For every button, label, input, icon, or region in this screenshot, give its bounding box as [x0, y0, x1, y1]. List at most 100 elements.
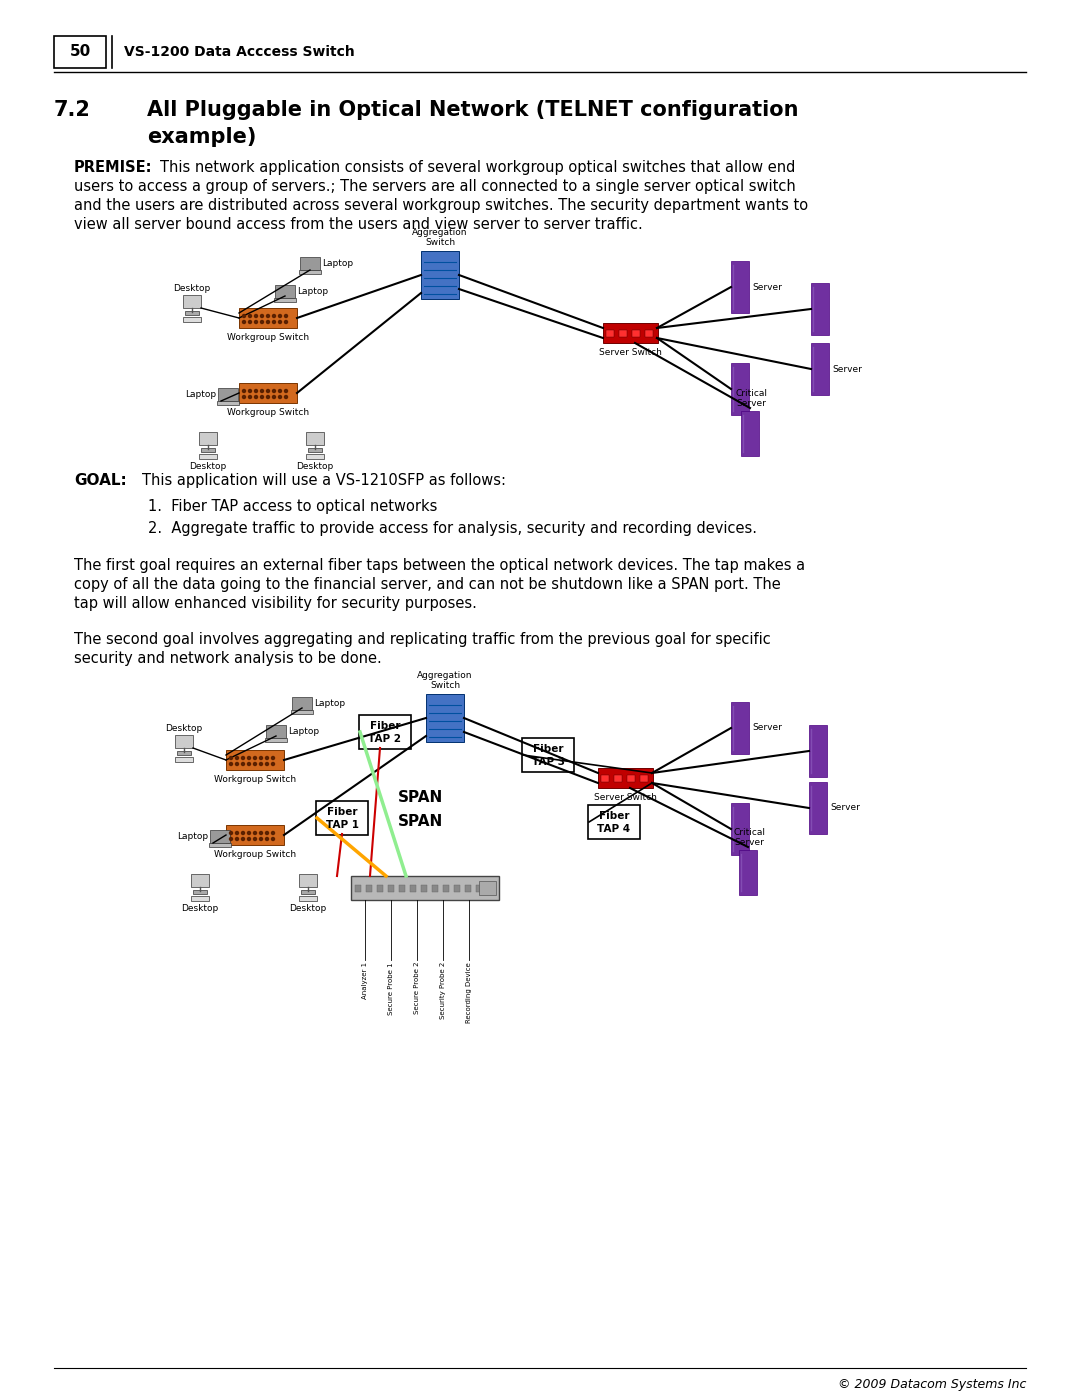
- Circle shape: [260, 390, 264, 393]
- Circle shape: [272, 320, 275, 324]
- FancyBboxPatch shape: [191, 875, 210, 887]
- Circle shape: [279, 314, 282, 317]
- Text: Server: Server: [831, 803, 860, 813]
- Text: Workgroup Switch: Workgroup Switch: [227, 332, 309, 342]
- Circle shape: [229, 831, 232, 834]
- FancyBboxPatch shape: [399, 886, 405, 893]
- Circle shape: [271, 763, 274, 766]
- FancyBboxPatch shape: [432, 886, 438, 893]
- FancyBboxPatch shape: [739, 849, 757, 895]
- Text: GOAL:: GOAL:: [75, 474, 126, 488]
- Text: Recording Device: Recording Device: [465, 963, 472, 1023]
- FancyBboxPatch shape: [421, 886, 427, 893]
- Text: TAP 4: TAP 4: [597, 824, 631, 834]
- Text: Desktop: Desktop: [289, 904, 326, 914]
- Text: Fiber: Fiber: [327, 807, 357, 817]
- FancyBboxPatch shape: [731, 803, 750, 855]
- FancyBboxPatch shape: [266, 725, 286, 738]
- Text: VS-1200 Data Acccess Switch: VS-1200 Data Acccess Switch: [124, 45, 354, 59]
- FancyBboxPatch shape: [600, 775, 608, 782]
- Text: Secure Probe 1: Secure Probe 1: [388, 963, 394, 1014]
- FancyBboxPatch shape: [226, 750, 284, 770]
- FancyBboxPatch shape: [292, 697, 312, 710]
- FancyBboxPatch shape: [588, 805, 640, 840]
- Text: Workgroup Switch: Workgroup Switch: [227, 408, 309, 416]
- Text: TAP 1: TAP 1: [325, 820, 359, 830]
- Circle shape: [272, 395, 275, 398]
- Text: tap will allow enhanced visibility for security purposes.: tap will allow enhanced visibility for s…: [75, 597, 477, 610]
- Circle shape: [259, 757, 262, 760]
- FancyBboxPatch shape: [239, 383, 297, 402]
- Circle shape: [243, 390, 245, 393]
- Text: Fiber: Fiber: [598, 812, 630, 821]
- Text: PREMISE:: PREMISE:: [75, 161, 152, 175]
- Text: TAP 3: TAP 3: [531, 757, 565, 767]
- Circle shape: [272, 314, 275, 317]
- Text: Desktop: Desktop: [181, 904, 218, 914]
- Text: Desktop: Desktop: [296, 462, 334, 471]
- Circle shape: [255, 320, 257, 324]
- FancyBboxPatch shape: [454, 886, 460, 893]
- FancyBboxPatch shape: [306, 432, 324, 446]
- Circle shape: [284, 390, 287, 393]
- FancyBboxPatch shape: [275, 285, 295, 298]
- Text: Analyzer 1: Analyzer 1: [362, 963, 368, 999]
- FancyBboxPatch shape: [639, 775, 648, 782]
- FancyBboxPatch shape: [597, 768, 652, 788]
- Text: Server: Server: [832, 365, 862, 373]
- Circle shape: [235, 763, 239, 766]
- FancyBboxPatch shape: [210, 830, 230, 842]
- Circle shape: [267, 395, 270, 398]
- Circle shape: [243, 395, 245, 398]
- Circle shape: [248, 390, 252, 393]
- Circle shape: [267, 320, 270, 324]
- FancyBboxPatch shape: [410, 886, 416, 893]
- Text: security and network analysis to be done.: security and network analysis to be done…: [75, 651, 381, 666]
- FancyBboxPatch shape: [175, 757, 193, 761]
- FancyBboxPatch shape: [355, 886, 361, 893]
- Text: All Pluggable in Optical Network (TELNET configuration: All Pluggable in Optical Network (TELNET…: [147, 101, 798, 120]
- Text: example): example): [147, 127, 256, 147]
- FancyBboxPatch shape: [731, 703, 750, 754]
- Circle shape: [284, 320, 287, 324]
- Text: Laptop: Laptop: [177, 833, 208, 841]
- Circle shape: [254, 837, 257, 841]
- FancyBboxPatch shape: [809, 725, 827, 777]
- FancyBboxPatch shape: [613, 775, 621, 782]
- FancyBboxPatch shape: [632, 330, 639, 337]
- Text: Critical
Server: Critical Server: [735, 388, 767, 408]
- Circle shape: [248, 314, 252, 317]
- FancyBboxPatch shape: [299, 895, 318, 901]
- Text: Fiber: Fiber: [369, 721, 401, 731]
- Circle shape: [235, 831, 239, 834]
- Text: Desktop: Desktop: [174, 284, 211, 293]
- FancyBboxPatch shape: [191, 895, 210, 901]
- Circle shape: [254, 831, 257, 834]
- FancyBboxPatch shape: [316, 800, 368, 835]
- FancyBboxPatch shape: [193, 890, 207, 894]
- Text: SPAN: SPAN: [399, 814, 443, 830]
- FancyBboxPatch shape: [301, 890, 315, 894]
- FancyBboxPatch shape: [426, 694, 464, 742]
- FancyBboxPatch shape: [300, 257, 320, 270]
- Text: Workgroup Switch: Workgroup Switch: [214, 775, 296, 784]
- FancyBboxPatch shape: [811, 284, 829, 335]
- Text: Critical
Server: Critical Server: [733, 827, 765, 847]
- Circle shape: [229, 837, 232, 841]
- FancyBboxPatch shape: [274, 298, 296, 302]
- Circle shape: [255, 314, 257, 317]
- FancyBboxPatch shape: [54, 36, 106, 68]
- Text: Laptop: Laptop: [297, 286, 328, 296]
- FancyBboxPatch shape: [377, 886, 383, 893]
- Text: Laptop: Laptop: [322, 258, 353, 268]
- Circle shape: [271, 831, 274, 834]
- Circle shape: [242, 763, 244, 766]
- FancyBboxPatch shape: [388, 886, 394, 893]
- Circle shape: [247, 831, 251, 834]
- Text: © 2009 Datacom Systems Inc: © 2009 Datacom Systems Inc: [838, 1377, 1026, 1391]
- Circle shape: [243, 320, 245, 324]
- Text: view all server bound access from the users and view server to server traffic.: view all server bound access from the us…: [75, 217, 643, 232]
- Circle shape: [266, 757, 269, 760]
- Circle shape: [255, 390, 257, 393]
- FancyBboxPatch shape: [183, 295, 201, 307]
